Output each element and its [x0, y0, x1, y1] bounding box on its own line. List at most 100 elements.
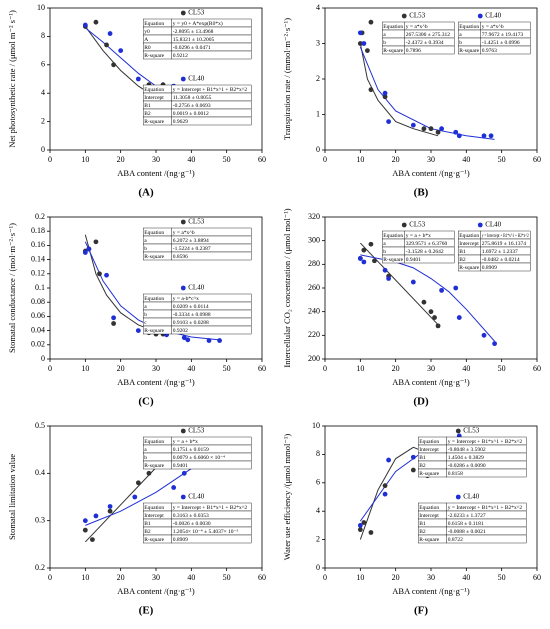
table-value: -9.8048 ± 3.5902: [448, 447, 486, 453]
x-axis-label: ABA content /(ng·g⁻¹): [117, 168, 195, 178]
table-key: Equation: [144, 21, 164, 27]
x-tick-label: 30: [427, 573, 435, 582]
table-key: R0: [144, 45, 151, 51]
legend-marker: [455, 494, 461, 500]
data-point: [357, 30, 363, 36]
table-key: B2: [144, 111, 151, 117]
data-point: [372, 258, 377, 264]
table-key: B1: [459, 249, 466, 255]
table-key: B2: [144, 529, 151, 535]
legend-marker: [477, 13, 483, 19]
y-axis-label: Transpiration rate / (mmol·m⁻²·s⁻¹): [282, 18, 292, 140]
x-tick-label: 20: [117, 155, 125, 164]
table-key: Intercept: [144, 513, 164, 519]
y-tick-label: 4: [316, 3, 320, 12]
data-point: [386, 457, 391, 463]
y-tick-label: 4: [41, 88, 45, 97]
table-value: -0.0482 ± 0.0214: [482, 257, 520, 263]
table-key: a: [144, 304, 147, 310]
x-tick-label: 60: [533, 573, 541, 582]
table-key: Intercept: [419, 513, 439, 519]
table-value: y = a*x^b: [482, 24, 504, 30]
y-tick-label: 220: [308, 330, 320, 339]
legend-marker: [401, 222, 407, 228]
x-tick-label: 30: [152, 364, 160, 373]
table-key: B1: [144, 521, 151, 527]
table-key: B2: [419, 529, 426, 535]
data-point: [206, 338, 212, 343]
data-point: [410, 467, 416, 473]
data-point: [132, 494, 138, 500]
x-tick-label: 10: [81, 155, 89, 164]
data-point: [357, 256, 363, 261]
data-point: [439, 126, 444, 132]
legend-label: CL40: [485, 12, 501, 20]
data-point: [368, 87, 374, 93]
legend-marker: [180, 494, 186, 500]
table-value: -2.0233 ± 1.3727: [448, 513, 486, 519]
table-key: c: [144, 320, 147, 326]
table-value: -2.8095 ± 13.4968: [173, 29, 214, 35]
data-point: [111, 321, 116, 326]
table-key: a: [459, 32, 462, 38]
table-value: 275.8619 ± 16.1374: [482, 241, 527, 247]
y-tick-label: 0.1: [35, 283, 45, 292]
table-value: y = Intercept + B1*x^1 + B2*x^2: [448, 505, 523, 511]
table-cell: [171, 534, 252, 544]
x-tick-label: 0: [48, 573, 52, 582]
table-value: -0.3334 ± 0.0988: [173, 312, 211, 318]
y-axis-label: Stomatal conductance / (mol·m⁻²·s⁻¹): [7, 223, 17, 353]
table-value: y = Intercept + B1*x^1 + B2*x^2: [482, 233, 529, 239]
y-tick-label: 3: [316, 38, 320, 47]
data-point: [382, 483, 388, 489]
legend-marker: [477, 222, 483, 228]
table-key: R-square: [144, 463, 164, 469]
table-key: A: [144, 37, 148, 43]
x-axis-label: ABA content /(ng·g⁻¹): [392, 377, 470, 387]
data-point: [357, 527, 363, 533]
table-value: 0.1751 ± 0.0159: [173, 447, 209, 453]
table-cell: [404, 45, 455, 55]
table-cell: [143, 309, 172, 319]
y-tick-label: 10: [312, 421, 320, 430]
legend-marker: [180, 76, 186, 82]
y-tick-label: 0: [316, 563, 320, 572]
x-tick-label: 50: [498, 155, 506, 164]
table-cell: [171, 251, 252, 261]
table-key: R-square: [144, 254, 164, 260]
table-key: B1: [419, 521, 426, 527]
data-point: [181, 470, 187, 476]
table-key: b: [383, 249, 386, 255]
table-key: Equation: [144, 505, 164, 511]
x-tick-label: 0: [323, 155, 327, 164]
data-point: [428, 126, 434, 132]
x-tick-label: 50: [498, 364, 506, 373]
y-tick-label: 260: [308, 283, 320, 292]
table-value: -0.2756 ± 0.0693: [173, 103, 211, 109]
table-value: -1.5224 ± 0.2387: [173, 246, 211, 252]
data-point: [82, 527, 88, 533]
table-cell: [480, 45, 531, 55]
data-point: [118, 48, 124, 53]
table-cell: [143, 444, 172, 454]
y-tick-label: 2: [316, 534, 320, 543]
table-cell: [143, 243, 172, 253]
x-tick-label: 10: [356, 573, 364, 582]
x-tick-label: 0: [48, 364, 52, 373]
x-tick-label: 40: [462, 573, 470, 582]
data-point: [361, 520, 367, 525]
table-cell: [446, 468, 527, 478]
y-tick-label: 280: [308, 259, 320, 268]
table-key: Equation: [144, 439, 164, 445]
table-cell: [171, 50, 252, 60]
legend-marker: [180, 10, 186, 16]
x-tick-label: 50: [223, 573, 231, 582]
table-value: y = a + b*x: [173, 439, 198, 445]
table-value: 1.6972 ± 1.2337: [482, 249, 518, 255]
panel-label: (B): [414, 187, 429, 199]
table-key: y0: [144, 29, 150, 35]
table-key: Equation: [419, 439, 439, 445]
y-tick-label: 6: [41, 60, 45, 69]
legend-label: CL53: [463, 427, 479, 435]
data-point: [382, 267, 388, 273]
